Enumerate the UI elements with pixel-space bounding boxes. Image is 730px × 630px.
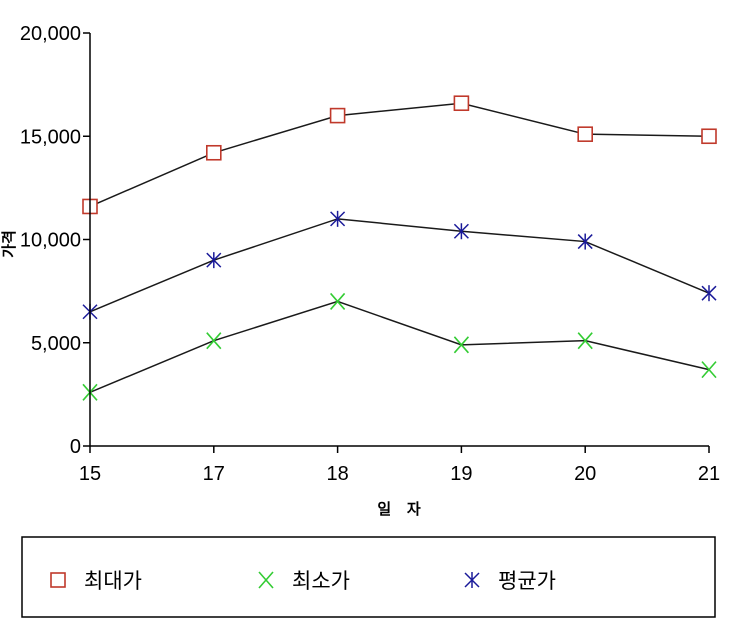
y-tick-label: 10,000 xyxy=(20,230,81,252)
data-point xyxy=(701,285,717,302)
x-tick-label: 18 xyxy=(326,463,348,485)
axes xyxy=(89,33,709,447)
series-line xyxy=(89,218,710,313)
series-line xyxy=(89,102,710,208)
data-point xyxy=(701,361,717,379)
data-point xyxy=(329,107,346,124)
data-point xyxy=(206,252,222,269)
series-line xyxy=(89,300,710,394)
data-point xyxy=(577,332,593,350)
x-tick-label: 21 xyxy=(698,463,720,485)
data-point xyxy=(577,233,593,250)
data-point xyxy=(701,128,717,145)
data-point xyxy=(453,336,470,354)
data-point xyxy=(577,126,594,142)
data-point xyxy=(329,292,346,310)
x-tick-label: 19 xyxy=(450,463,472,485)
y-tick-label: 0 xyxy=(70,436,81,458)
data-point xyxy=(206,332,222,350)
legend-label: 최소가 xyxy=(292,569,350,593)
legend-label: 최대가 xyxy=(84,569,142,593)
legend-marker xyxy=(258,571,274,589)
legend-marker xyxy=(50,572,66,588)
y-axis-title: 가격 xyxy=(0,230,18,258)
x-ticks: 15 17 18 19 20 21 xyxy=(79,446,720,485)
data-point xyxy=(453,223,469,240)
legend-marker xyxy=(464,572,480,588)
x-axis-title: 일 자 xyxy=(377,500,420,518)
legend-box xyxy=(21,536,716,618)
y-tick-label: 5,000 xyxy=(31,333,81,355)
plot-area xyxy=(82,95,717,401)
legend: 최대가 최소가 평균가 xyxy=(21,536,716,618)
y-tick-label: 20,000 xyxy=(20,23,81,45)
y-ticks: 0 5,000 10,000 15,000 20,000 xyxy=(20,23,90,458)
data-point xyxy=(453,95,470,112)
legend-label: 평균가 xyxy=(498,569,556,593)
data-point xyxy=(330,210,346,227)
x-tick-label: 15 xyxy=(79,463,101,485)
x-tick-label: 17 xyxy=(203,463,225,485)
data-point xyxy=(206,144,222,161)
y-tick-label: 15,000 xyxy=(20,126,81,148)
x-tick-label: 20 xyxy=(574,463,596,485)
